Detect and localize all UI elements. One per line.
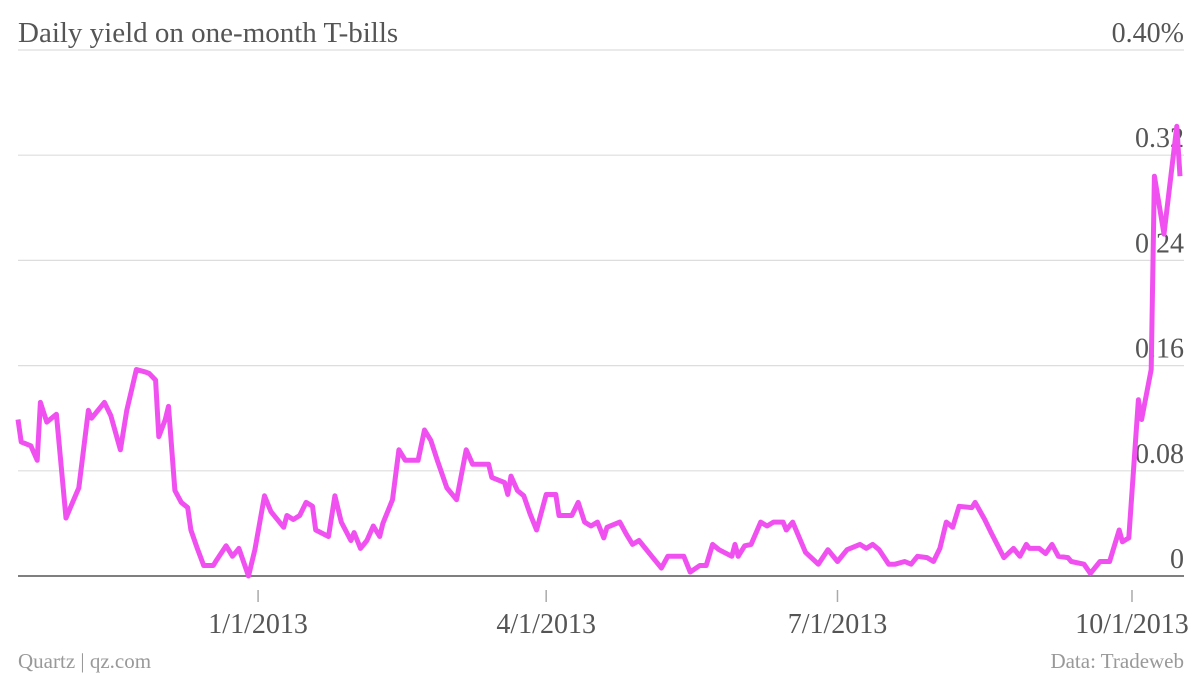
line-series [15, 123, 1183, 579]
x-tick-label: 7/1/2013 [788, 609, 888, 640]
x-tick-label: 1/1/2013 [208, 609, 308, 640]
chart-title: Daily yield on one-month T-bills [18, 17, 398, 49]
y-tick-label: 0.16 [1135, 334, 1184, 365]
y-tick-label: 0 [1170, 544, 1184, 575]
y-tick-label: 0.40% [1112, 18, 1184, 49]
footer-source: Quartz | qz.com [18, 649, 151, 673]
x-tick-label: 10/1/2013 [1075, 609, 1189, 640]
footer-data: Data: Tradeweb [1050, 649, 1184, 673]
y-tick-label: 0.08 [1135, 439, 1184, 470]
y-tick-label: 0.24 [1135, 228, 1184, 259]
x-tick-label: 4/1/2013 [496, 609, 596, 640]
